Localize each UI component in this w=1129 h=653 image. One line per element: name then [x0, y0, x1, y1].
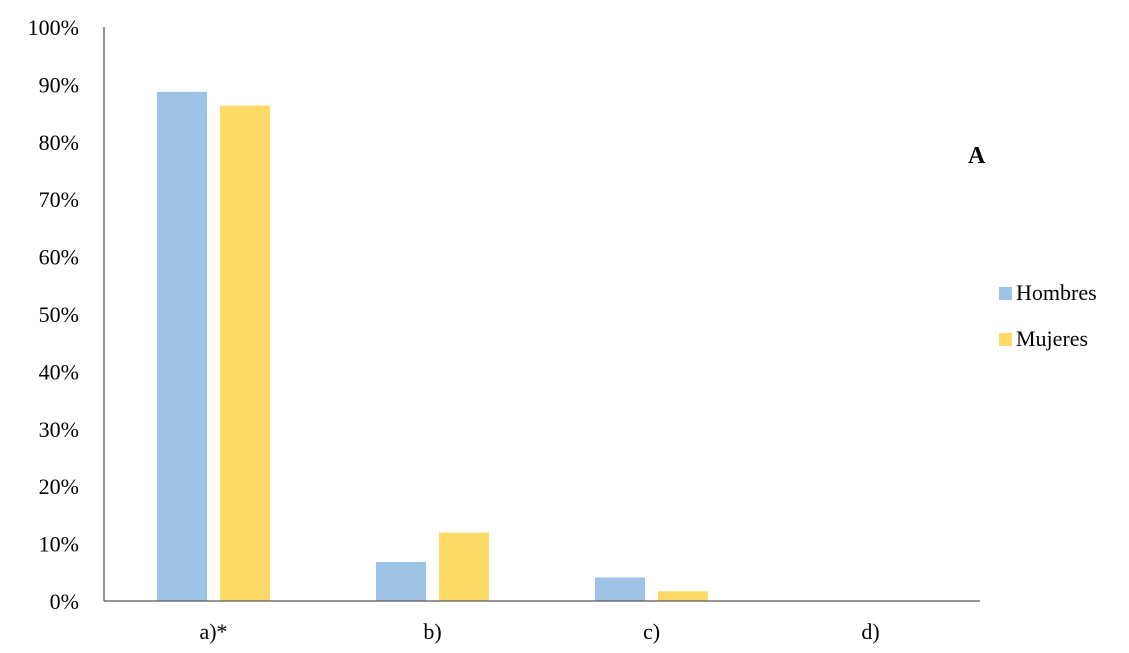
- legend-label-hombres: Hombres: [1016, 280, 1097, 305]
- bar-mujeres-2: [439, 532, 489, 601]
- y-tick-label: 40%: [39, 359, 79, 384]
- x-axis-ticks: a)* b) c) d): [199, 619, 879, 644]
- x-category-label: b): [423, 619, 441, 644]
- y-tick-label: 20%: [39, 474, 79, 499]
- x-category-label: a)*: [199, 619, 227, 644]
- panel-label: A: [968, 143, 986, 169]
- y-tick-label: 100%: [28, 15, 79, 40]
- y-tick-label: 80%: [39, 130, 79, 155]
- y-tick-label: 30%: [39, 417, 79, 442]
- y-tick-label: 90%: [39, 72, 79, 97]
- legend-swatch-mujeres: [999, 333, 1012, 346]
- bar-hombres-2: [376, 561, 426, 601]
- legend: Hombres Mujeres: [999, 280, 1097, 351]
- y-tick-label: 50%: [39, 302, 79, 327]
- legend-label-mujeres: Mujeres: [1016, 326, 1088, 351]
- y-tick-label: 10%: [39, 532, 79, 557]
- bar-hombres-3: [595, 577, 645, 601]
- bar-hombres-1: [157, 91, 207, 601]
- y-tick-label: 70%: [39, 187, 79, 212]
- bars: [157, 91, 708, 601]
- bar-mujeres-3: [658, 591, 708, 601]
- y-tick-label: 0%: [50, 589, 79, 614]
- x-category-label: c): [643, 619, 660, 644]
- y-axis-ticks: 0% 10% 20% 30% 40% 50% 60% 70% 80% 90% 100%: [28, 15, 79, 614]
- bar-mujeres-1: [220, 105, 270, 601]
- legend-swatch-hombres: [999, 287, 1012, 300]
- x-category-label: d): [861, 619, 879, 644]
- y-tick-label: 60%: [39, 245, 79, 270]
